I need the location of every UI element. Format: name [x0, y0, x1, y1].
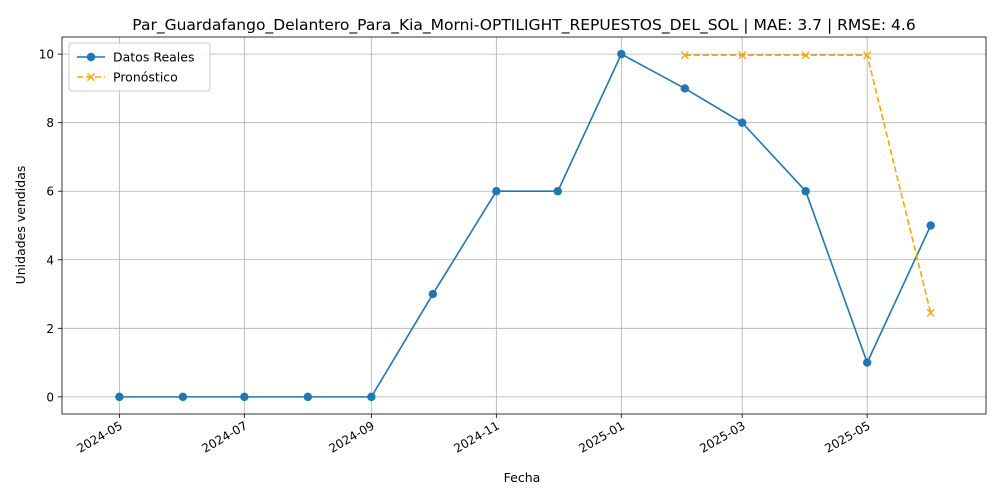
data-point: [801, 51, 810, 60]
legend-marker: [86, 72, 96, 82]
data-point: [680, 84, 690, 93]
y-tick-label: 4: [46, 253, 54, 267]
grid-lines: [62, 37, 986, 414]
series-layer: [115, 49, 935, 402]
series-line: [119, 53, 932, 398]
data-point: [926, 308, 935, 317]
legend: Datos Reales Pronóstico: [68, 42, 211, 92]
data-point: [801, 187, 810, 196]
data-point: [617, 49, 626, 59]
data-point: [863, 51, 872, 60]
legend-item: Pronóstico: [77, 70, 178, 85]
data-point: [303, 392, 313, 402]
x-tick-label: 2024-07: [199, 418, 249, 455]
data-point: [926, 221, 935, 230]
x-axis-label: Fecha: [504, 470, 541, 485]
data-point: [492, 187, 501, 196]
y-tick-label: 0: [46, 390, 54, 404]
x-tick-label: 2025-03: [697, 418, 747, 455]
series-pronostico: [680, 51, 935, 317]
axis-ticks: 2024-05 2024-07 2024-09 2024-11 2025-01 2025-…: [39, 48, 873, 456]
data-point: [240, 392, 249, 402]
y-tick-label: 2: [46, 322, 54, 336]
y-tick-label: 10: [39, 48, 54, 62]
plot-area: [61, 36, 987, 415]
chart-title: Par_Guardafango_Delantero_Para_Kia_Morni…: [132, 16, 915, 35]
y-tick-label: 6: [46, 185, 54, 199]
data-point: [178, 392, 188, 402]
data-point: [737, 118, 747, 127]
data-point: [428, 289, 438, 299]
legend-item: Datos Reales: [77, 50, 194, 65]
legend-label: Pronóstico: [113, 70, 178, 85]
series-datos-reales: [115, 49, 935, 402]
data-point: [862, 358, 872, 367]
data-point: [367, 392, 376, 402]
data-point: [115, 392, 124, 402]
legend-box: [68, 42, 211, 92]
legend-label: Datos Reales: [113, 50, 194, 65]
series-line: [684, 54, 932, 314]
x-tick-label: 2024-11: [451, 418, 501, 455]
x-tick-label: 2025-05: [822, 418, 872, 455]
legend-marker: [86, 52, 96, 62]
y-tick-label: 8: [46, 116, 54, 130]
x-tick-label: 2024-09: [326, 418, 376, 455]
x-tick-label: 2025-01: [576, 418, 626, 455]
data-point: [680, 51, 689, 60]
y-axis-label: Unidades vendidas: [13, 166, 28, 285]
x-tick-label: 2024-05: [74, 418, 124, 455]
data-point: [738, 51, 747, 60]
data-point: [553, 187, 563, 196]
